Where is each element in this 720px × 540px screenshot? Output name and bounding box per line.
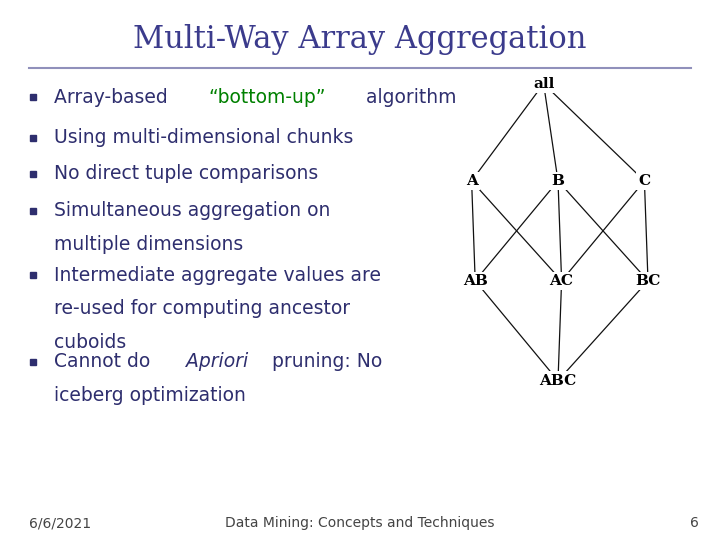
Text: Using multi-dimensional chunks: Using multi-dimensional chunks xyxy=(54,128,354,147)
Text: Cannot do: Cannot do xyxy=(54,352,156,372)
Text: algorithm: algorithm xyxy=(360,87,456,107)
Text: AB: AB xyxy=(463,274,487,288)
Text: Simultaneous aggregation on: Simultaneous aggregation on xyxy=(54,201,330,220)
Text: “bottom-up”: “bottom-up” xyxy=(209,87,326,107)
Text: B: B xyxy=(552,174,564,188)
Text: Apriori: Apriori xyxy=(186,352,248,372)
Text: Data Mining: Concepts and Techniques: Data Mining: Concepts and Techniques xyxy=(225,516,495,530)
Text: Multi-Way Array Aggregation: Multi-Way Array Aggregation xyxy=(133,24,587,55)
Text: AC: AC xyxy=(549,274,574,288)
Text: ABC: ABC xyxy=(539,374,577,388)
Text: Array-based: Array-based xyxy=(54,87,174,107)
Text: multiple dimensions: multiple dimensions xyxy=(54,234,243,254)
Text: cuboids: cuboids xyxy=(54,333,126,352)
Text: all: all xyxy=(533,77,554,91)
Text: A: A xyxy=(466,174,477,188)
Text: iceberg optimization: iceberg optimization xyxy=(54,386,246,405)
Text: C: C xyxy=(639,174,650,188)
Text: 6: 6 xyxy=(690,516,698,530)
Text: re-used for computing ancestor: re-used for computing ancestor xyxy=(54,299,350,319)
Text: pruning: No: pruning: No xyxy=(266,352,382,372)
Text: Intermediate aggregate values are: Intermediate aggregate values are xyxy=(54,266,381,285)
Text: 6/6/2021: 6/6/2021 xyxy=(29,516,91,530)
Text: BC: BC xyxy=(635,274,661,288)
Text: No direct tuple comparisons: No direct tuple comparisons xyxy=(54,164,318,184)
